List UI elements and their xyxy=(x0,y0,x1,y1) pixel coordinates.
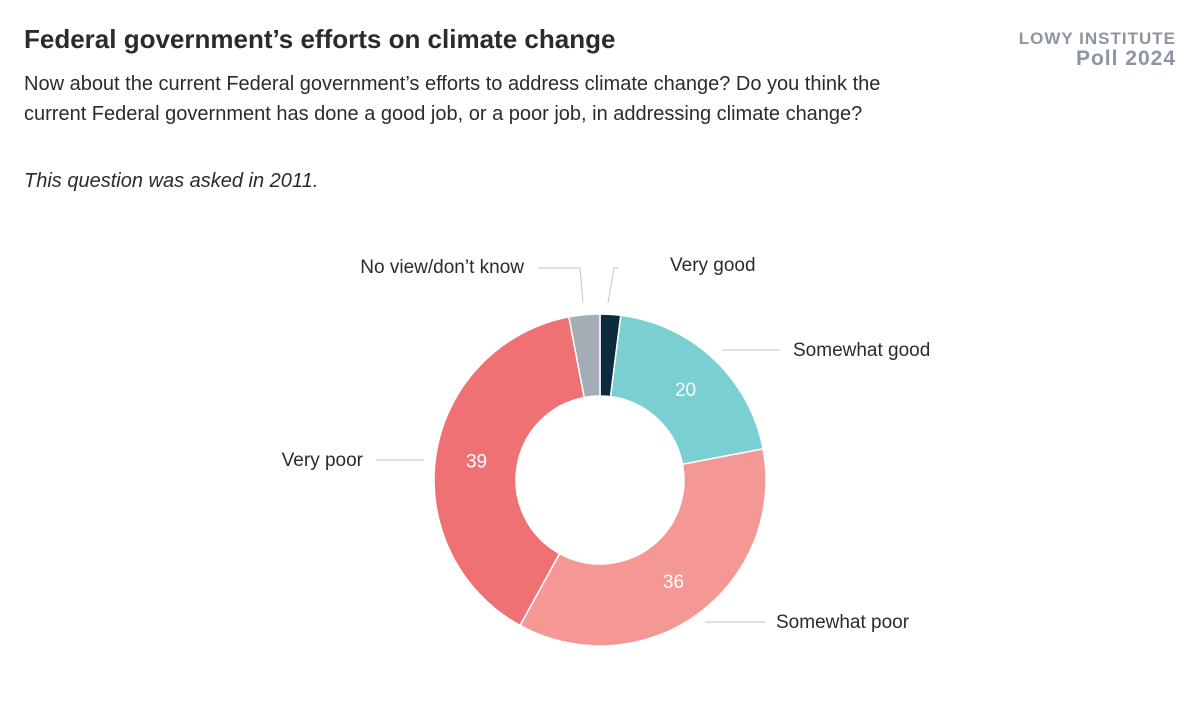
question-text: Now about the current Federal government… xyxy=(24,73,881,125)
category-label-very-good: Very good xyxy=(670,255,756,276)
brand-logo: LOWY INSTITUTE Poll 2024 xyxy=(1019,30,1176,70)
leader-line-very-good xyxy=(607,267,618,304)
slice-somewhat-good[interactable] xyxy=(609,314,764,466)
value-label-somewhat-poor: 36 xyxy=(663,572,684,593)
brand-edition: Poll 2024 xyxy=(1075,47,1176,70)
value-label-very-poor: 39 xyxy=(466,451,487,472)
brand-name: LOWY INSTITUTE xyxy=(1018,29,1176,48)
leader-line-no-view-don-t-know xyxy=(538,267,584,304)
category-label-somewhat-poor: Somewhat poor xyxy=(776,612,910,633)
slice-no-view-don-t-know[interactable] xyxy=(568,313,601,399)
category-label-no-view-don-t-know: No view/don’t know xyxy=(360,257,524,278)
category-label-very-poor: Very poor xyxy=(282,450,364,471)
slice-somewhat-poor[interactable] xyxy=(519,448,767,647)
survey-note: This question was asked in 2011. xyxy=(24,170,319,192)
page-title: Federal government’s efforts on climate … xyxy=(24,24,616,54)
category-label-somewhat-good: Somewhat good xyxy=(793,340,930,361)
slice-very-poor[interactable] xyxy=(433,316,586,627)
value-label-somewhat-good: 20 xyxy=(675,380,696,401)
